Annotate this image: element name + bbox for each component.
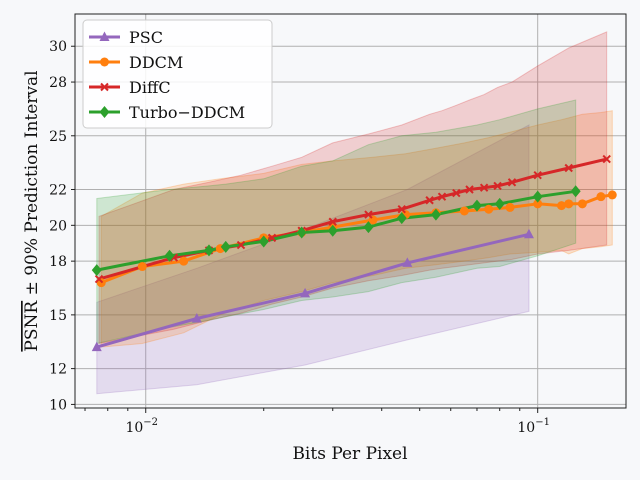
data-point xyxy=(191,312,202,323)
data-point xyxy=(220,240,231,253)
data-point xyxy=(564,163,573,173)
data-point xyxy=(570,185,581,198)
legend-label: DDCM xyxy=(129,53,183,72)
legend-marker xyxy=(99,31,110,41)
data-point xyxy=(484,204,494,214)
data-point xyxy=(425,196,434,205)
data-point xyxy=(465,185,474,194)
series-markers xyxy=(91,154,617,352)
y-tick-label: 22 xyxy=(49,183,67,199)
data-point xyxy=(607,190,617,200)
series-psc-band xyxy=(96,124,530,395)
y-tick-label: 28 xyxy=(49,75,67,91)
data-point xyxy=(507,178,517,187)
data-point xyxy=(452,188,461,198)
data-point xyxy=(91,341,102,352)
data-point xyxy=(91,264,102,277)
data-point xyxy=(471,199,482,212)
data-point xyxy=(437,192,447,201)
data-point xyxy=(505,202,515,212)
data-point xyxy=(479,183,489,192)
data-point xyxy=(363,221,374,234)
data-point xyxy=(596,192,606,202)
data-point xyxy=(602,154,611,164)
data-point xyxy=(137,262,147,272)
data-point xyxy=(296,226,307,239)
legend-label: DiffC xyxy=(129,78,171,97)
data-point xyxy=(300,287,311,298)
legend-label: PSC xyxy=(129,28,163,47)
legend-marker xyxy=(99,106,110,118)
plot-frame xyxy=(74,13,627,409)
data-point xyxy=(533,199,543,209)
y-tick-label: 12 xyxy=(49,362,67,378)
data-point xyxy=(493,181,502,191)
data-point xyxy=(364,210,373,219)
legend-box xyxy=(82,19,273,129)
legend-marker xyxy=(100,82,109,92)
y-tick-label: 10 xyxy=(49,397,67,413)
data-point xyxy=(494,197,505,210)
data-point xyxy=(327,224,338,237)
data-point xyxy=(203,244,214,257)
data-point xyxy=(523,228,534,239)
y-tick-label: 20 xyxy=(49,218,67,234)
legend-marker xyxy=(100,57,109,67)
data-point xyxy=(179,256,189,266)
legend: PSC DDCM DiffC Turbo−DDCM xyxy=(82,19,273,129)
y-tick-label: 18 xyxy=(49,254,67,270)
data-point xyxy=(459,206,469,216)
x-tick-label: 10−2 xyxy=(125,417,158,436)
data-point xyxy=(94,274,104,284)
data-point xyxy=(396,212,407,225)
data-point xyxy=(430,208,441,221)
data-point xyxy=(577,199,587,209)
data-point xyxy=(533,170,542,180)
y-axis-label-psnr: PSNR xyxy=(22,300,42,352)
data-point xyxy=(564,199,574,209)
y-tick-label: 30 xyxy=(49,39,67,55)
x-tick-exponent: −2 xyxy=(143,417,158,428)
y-tick-label: 25 xyxy=(49,129,67,145)
data-point xyxy=(267,233,277,243)
data-point xyxy=(397,205,406,214)
y-tick-label: 15 xyxy=(49,308,67,324)
y-axis-label-rest: ± 90% Prediction Interval xyxy=(22,70,42,300)
legend-label: Turbo−DDCM xyxy=(129,103,245,122)
data-point xyxy=(258,235,269,248)
data-point xyxy=(532,190,543,203)
data-point xyxy=(328,217,337,226)
data-point xyxy=(556,201,566,211)
y-axis-label: PSNR ± 90% Prediction Interval xyxy=(22,70,42,351)
x-axis-label: Bits Per Pixel xyxy=(292,444,407,464)
data-point xyxy=(236,240,246,250)
x-tick-exponent: −1 xyxy=(535,417,550,428)
data-point xyxy=(164,249,175,262)
x-tick-label: 10−1 xyxy=(517,417,550,436)
data-point xyxy=(402,257,413,267)
series-diffc-band xyxy=(98,31,608,345)
